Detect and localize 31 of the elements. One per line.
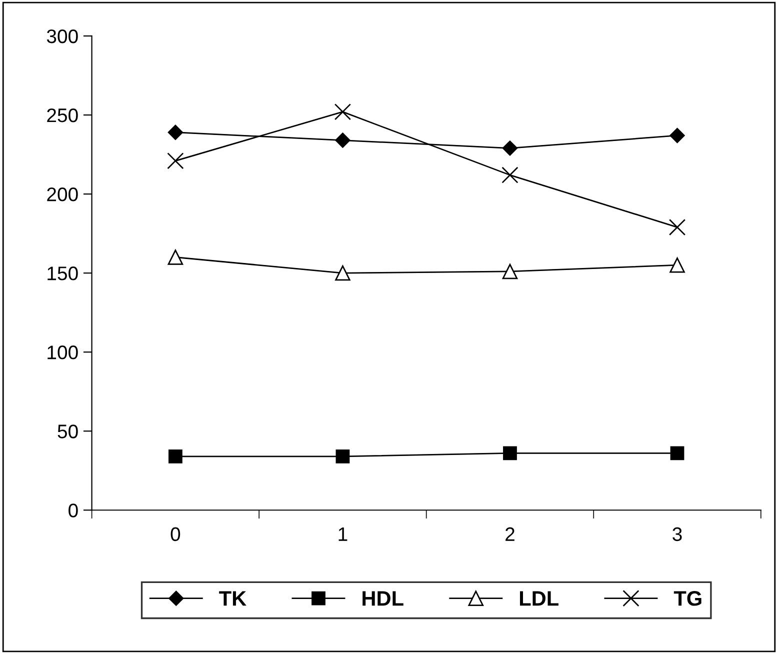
y-tick-label: 100 xyxy=(48,346,78,360)
point xyxy=(168,124,184,140)
y-tick-label: 200 xyxy=(47,187,78,202)
x-tick-label: 2 xyxy=(506,527,514,541)
x-tick-label: 0 xyxy=(170,527,180,542)
legend-label: LDL xyxy=(520,591,558,606)
point xyxy=(336,449,350,464)
x-tick-label: 3 xyxy=(672,527,682,542)
point xyxy=(502,264,518,280)
point xyxy=(670,446,684,460)
point xyxy=(502,140,518,156)
y-tick-label: 50 xyxy=(58,424,78,438)
point xyxy=(168,250,184,265)
y-tick-label: 150 xyxy=(48,266,78,280)
legend-label: TG xyxy=(674,591,702,606)
legend-label: HDL xyxy=(362,591,404,606)
point xyxy=(502,166,518,184)
point xyxy=(503,446,517,460)
point xyxy=(334,104,352,120)
point xyxy=(168,449,182,464)
legend-label: TK xyxy=(219,591,246,606)
point xyxy=(335,132,350,148)
point xyxy=(335,265,350,281)
y-tick-label: 250 xyxy=(47,108,78,122)
y-tick-label: 0 xyxy=(68,504,78,518)
point xyxy=(670,258,685,273)
point xyxy=(670,128,685,144)
y-tick-label: 300 xyxy=(46,29,78,44)
x-tick-label: 1 xyxy=(338,528,348,541)
point xyxy=(668,218,686,236)
point xyxy=(167,152,184,170)
